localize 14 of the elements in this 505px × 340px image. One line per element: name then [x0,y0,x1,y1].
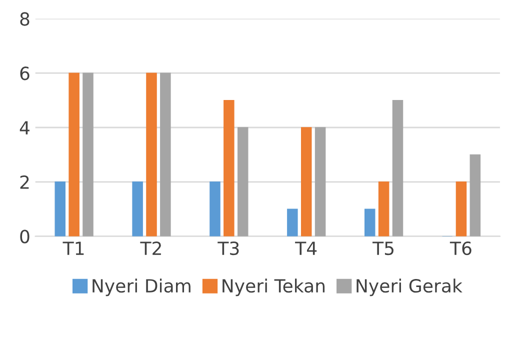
y-tick-label: 8 [20,12,30,26]
y-tick-label: 0 [20,230,30,244]
y-tick-label: 6 [20,66,30,80]
x-tick-label: T4 [295,242,317,255]
x-tick-label: T5 [372,242,394,256]
legend-label: Nyeri Gerak [356,278,462,296]
x-tick-label: T3 [218,241,239,256]
x-tick-label: T1 [62,242,84,255]
y-tick-label: 4 [20,121,30,134]
x-tick-label: T6 [450,241,472,256]
y-tick-label: 2 [20,175,29,189]
legend-label: Nyeri Diam [92,278,190,296]
x-tick-label: T2 [140,241,161,255]
legend-label: Nyeri Tekan [222,278,325,296]
